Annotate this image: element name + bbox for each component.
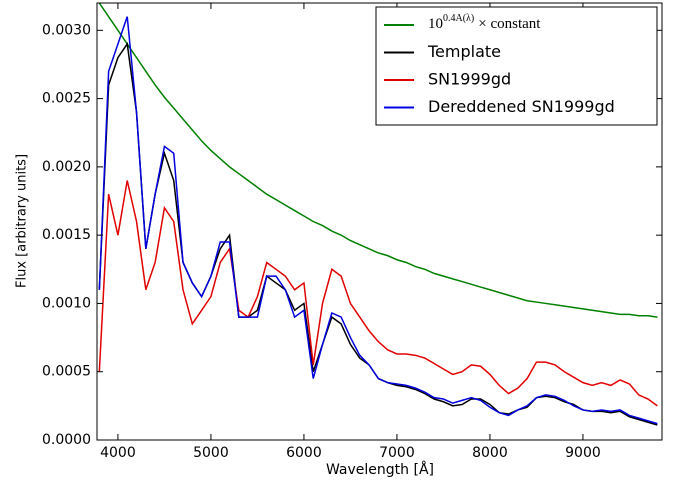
y-tick-label: 0.0025 [42, 91, 91, 107]
legend-label: SN1999gd [428, 70, 511, 89]
y-tick-label: 0.0020 [42, 159, 91, 175]
x-tick-label: 8000 [472, 445, 508, 461]
legend-label-base: 10 [428, 16, 443, 32]
legend-label: Dereddened SN1999gd [428, 97, 615, 116]
y-axis-label: Flux [arbitrary units] [15, 154, 30, 288]
y-tick-label: 0.0005 [42, 364, 91, 380]
y-tick-label: 0.0015 [42, 227, 91, 243]
y-tick-label: 0.0000 [42, 432, 91, 448]
y-tick-label: 0.0030 [42, 22, 91, 38]
legend-label: Template [427, 42, 501, 61]
x-axis-label: Wavelength [Å] [326, 461, 434, 478]
x-tick-label: 6000 [286, 445, 322, 461]
x-tick-label: 9000 [565, 445, 601, 461]
series-line [98, 16, 658, 425]
y-tick-label: 0.0010 [42, 295, 91, 311]
legend-label-suffix: × constant [478, 16, 541, 32]
x-tick-label: 7000 [379, 445, 415, 461]
legend-label-superscript: 0.4A(λ) [443, 13, 474, 24]
legend-box [375, 6, 658, 126]
series-line [98, 180, 658, 407]
x-tick-label: 5000 [193, 445, 229, 461]
plot-frame [96, 2, 663, 441]
series-line [98, 3, 658, 318]
legend-label: 100.4A(λ) × constant [428, 13, 541, 32]
x-tick-label: 4000 [100, 445, 136, 461]
